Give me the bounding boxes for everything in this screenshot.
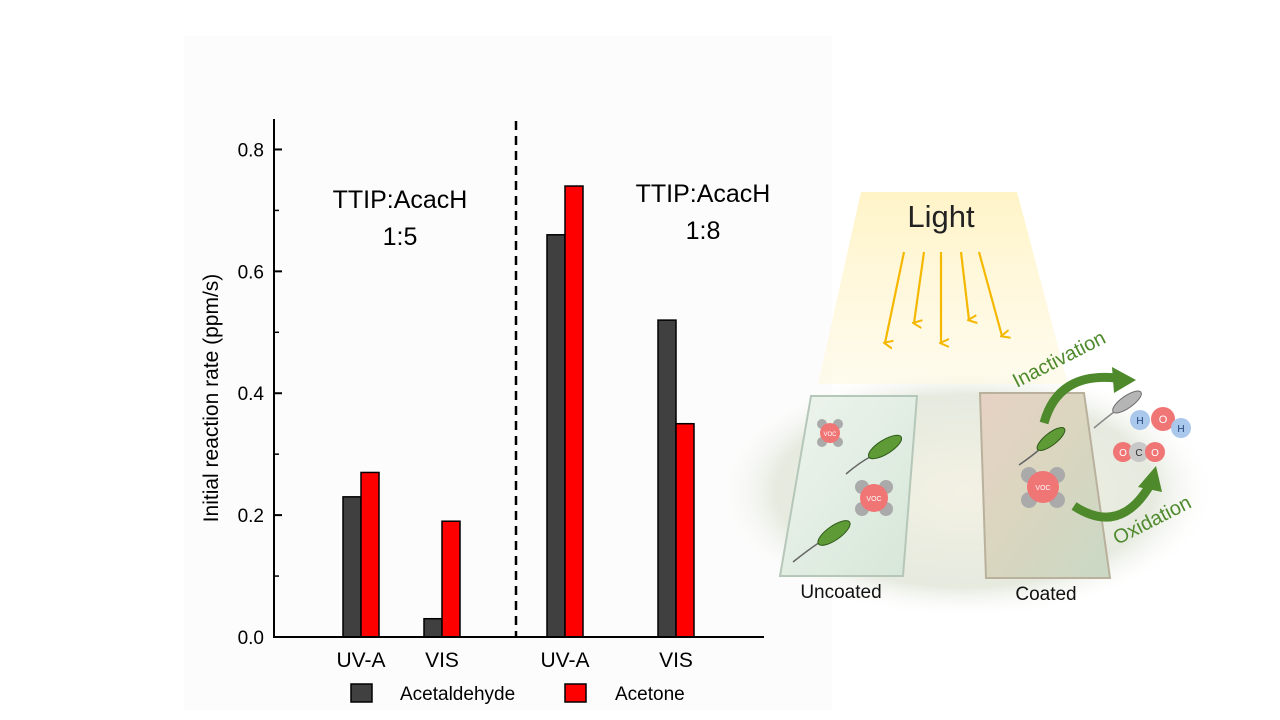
x-tick-label: VIS xyxy=(425,649,459,672)
light-ray xyxy=(885,251,906,343)
x-tick-label: UV-A xyxy=(336,649,385,672)
microbe-icon xyxy=(845,434,903,475)
y-tick-label: 0.8 xyxy=(238,140,264,161)
group-ratio-1: 1:5 xyxy=(383,223,418,251)
light-ray xyxy=(914,251,926,323)
x-tick-label: UV-A xyxy=(540,649,589,672)
bar-acetone-3 xyxy=(675,422,695,638)
bar-acetaldehyde-2 xyxy=(546,234,566,638)
coated-label: Coated xyxy=(1015,584,1076,605)
svg-text:O: O xyxy=(1159,414,1168,426)
x-tick-label: VIS xyxy=(659,649,693,672)
y-tick-label: 0.4 xyxy=(238,384,265,405)
y-tick-label: 0.6 xyxy=(238,262,264,283)
illustration: Light VOC VOC VO xyxy=(713,192,1217,619)
light-label: Light xyxy=(907,199,975,234)
bar-acetone-0 xyxy=(360,471,380,638)
group-label-1: TTIP:AcacH xyxy=(333,186,468,214)
bar-acetaldehyde-1 xyxy=(423,617,443,638)
light-ray xyxy=(977,251,1002,336)
legend-swatch-acetaldehyde xyxy=(350,683,373,703)
svg-text:C: C xyxy=(1135,448,1142,459)
svg-text:H: H xyxy=(1177,424,1184,435)
oxidation-arrow xyxy=(1071,482,1154,522)
svg-text:O: O xyxy=(1119,448,1127,459)
y-tick-label: 0.0 xyxy=(238,628,264,649)
y-axis-label: Initial reaction rate (ppm/s) xyxy=(200,274,223,523)
legend-label-acetone: Acetone xyxy=(615,684,685,705)
light-ray xyxy=(959,251,969,320)
voc-molecule: VOC xyxy=(855,480,893,516)
svg-text:VOC: VOC xyxy=(1035,485,1050,492)
light-rays xyxy=(885,251,1002,343)
svg-text:H: H xyxy=(1136,416,1143,427)
co2-molecule-icon: O C O xyxy=(1113,442,1165,462)
svg-text:VOC: VOC xyxy=(823,432,837,438)
microbe-icon xyxy=(792,520,851,563)
y-tick-label: 0.2 xyxy=(238,506,264,527)
legend-label-acetaldehyde: Acetaldehyde xyxy=(400,684,515,705)
uncoated-label: Uncoated xyxy=(800,582,881,603)
legend-swatch-acetone xyxy=(564,683,587,703)
oxidation-arrowhead xyxy=(1138,466,1162,492)
microbe-icon xyxy=(1018,427,1066,466)
inactivated-microbe-icon xyxy=(1093,390,1142,429)
water-molecule-icon: H O H xyxy=(1130,407,1191,438)
legend: Acetaldehyde Acetone xyxy=(350,683,685,705)
voc-molecule: VOC xyxy=(1021,467,1065,508)
group-label-2: TTIP:AcacH xyxy=(636,180,771,208)
svg-text:VOC: VOC xyxy=(866,496,881,503)
voc-molecule: VOC xyxy=(817,419,843,447)
svg-text:O: O xyxy=(1151,448,1159,459)
inactivation-arrow xyxy=(1039,372,1117,425)
inactivation-arrowhead xyxy=(1112,367,1136,393)
bar-acetone-2 xyxy=(564,185,584,638)
bar-acetaldehyde-0 xyxy=(342,496,362,638)
group-ratio-2: 1:8 xyxy=(686,217,721,245)
bar-acetaldehyde-3 xyxy=(657,319,677,638)
bar-acetone-1 xyxy=(441,520,461,638)
chart-background xyxy=(184,36,832,710)
